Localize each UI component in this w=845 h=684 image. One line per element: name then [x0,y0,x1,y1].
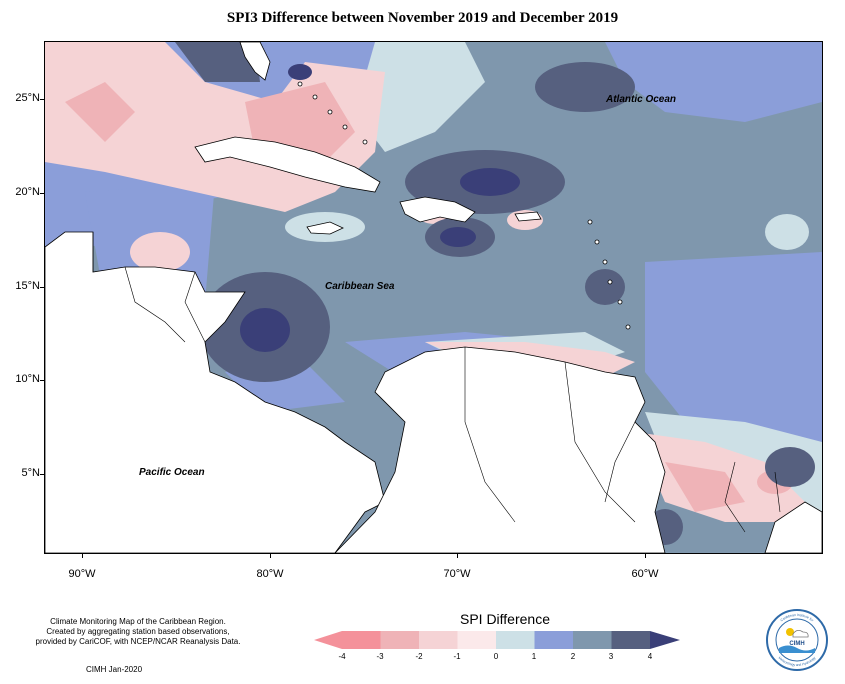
lon-tickmark [270,553,271,558]
legend-label: -4 [338,652,346,661]
lon-tickmark [457,553,458,558]
credit-line: provided by CariCOF, with NCEP/NCAR Rean… [35,637,241,646]
legend-label: 2 [570,652,576,661]
cimh-logo: CIMH Caribbean Institute for Meteorology… [766,609,828,671]
map-canvas [45,42,822,553]
legend-label: -2 [415,652,423,661]
lat-tick-10n: 10°N [15,373,40,385]
legend-label: 1 [531,652,537,661]
lat-tickmark [40,99,45,100]
legend-swatch [534,631,573,649]
lat-tickmark [40,287,45,288]
legend-label: -3 [376,652,384,661]
legend-swatch [611,631,650,649]
legend-swatch [457,631,496,649]
legend-swatch [380,631,419,649]
legend-label: 4 [647,652,653,661]
lat-tickmark [40,380,45,381]
landmass [45,42,822,553]
legend-swatch [419,631,458,649]
wave-icon [779,645,815,653]
lat-tickmark [40,474,45,475]
legend-label: 0 [493,652,499,661]
logo-text: CIMH [789,641,804,647]
lon-tick-90w: 90°W [68,568,96,580]
map-credits: Climate Monitoring Map of the Caribbean … [28,617,248,647]
color-legend-bar [314,631,680,649]
cimh-date-stamp: CIMH Jan-2020 [86,665,143,674]
lon-tickmark [645,553,646,558]
lat-tick-20n: 20°N [15,186,40,198]
legend-arrow-right [650,631,680,649]
spi-zone-plus4 [240,64,520,352]
country-borders [92,232,781,533]
lat-tickmark [40,193,45,194]
lat-tick-5n: 5°N [21,467,40,479]
legend-label: 3 [608,652,614,661]
legend-swatch [342,631,381,649]
lon-tick-70w: 70°W [443,568,471,580]
legend-label: -1 [453,652,461,661]
spi-difference-map [44,41,823,554]
lon-tick-80w: 80°W [256,568,284,580]
legend-arrow-left [314,631,342,649]
map-title: SPI3 Difference between November 2019 an… [226,10,619,26]
credit-line: Climate Monitoring Map of the Caribbean … [50,617,226,626]
cloud-icon [792,630,809,638]
legend-swatch [496,631,535,649]
credit-line: Created by aggregating station based obs… [46,627,230,636]
atlantic-ocean-label: Atlantic Ocean [606,94,677,105]
sun-icon [786,628,794,636]
pacific-ocean-label: Pacific Ocean [139,467,205,478]
caribbean-sea-label: Caribbean Sea [325,281,395,292]
legend-title: SPI Difference [459,611,550,627]
lon-tickmark [82,553,83,558]
lat-tick-15n: 15°N [15,280,40,292]
lat-tick-25n: 25°N [15,92,40,104]
legend-swatch [573,631,612,649]
lon-tick-60w: 60°W [631,568,659,580]
